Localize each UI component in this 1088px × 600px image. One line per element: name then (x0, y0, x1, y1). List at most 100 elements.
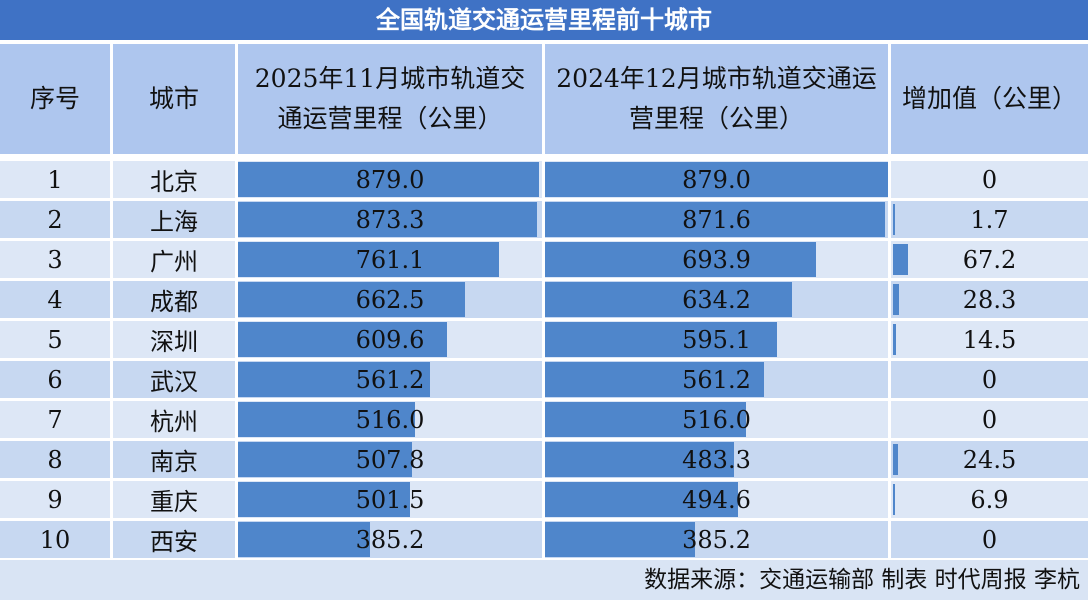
bar-increase (893, 324, 897, 355)
value-2024: 483.3 (682, 445, 751, 474)
value-2024: 561.2 (682, 365, 751, 394)
rank-cell: 10 (0, 521, 110, 558)
header-rank: 序号 (0, 44, 110, 154)
bar-2025 (238, 402, 415, 437)
bar-2024 (545, 202, 886, 237)
value-2024: 385.2 (682, 525, 751, 554)
bar-2025 (238, 242, 499, 277)
value-2025: 761.1 (355, 245, 425, 274)
cell-increase-bg (891, 321, 1088, 358)
value-2024: 516.0 (682, 405, 751, 434)
bar-increase (893, 204, 895, 235)
bar-increase (893, 244, 909, 275)
city-cell: 杭州 (113, 401, 235, 438)
bar-2024 (545, 402, 747, 437)
city-cell: 西安 (113, 521, 235, 558)
cell-increase-bg (891, 521, 1088, 558)
bar-2024 (545, 242, 816, 277)
value-2025: 516.0 (355, 405, 425, 434)
cell-increase-bg (891, 281, 1088, 318)
bar-2024 (545, 442, 734, 477)
value-increase: 24.5 (962, 445, 1017, 474)
header-2025-line-2: 通运营里程（公里） (277, 104, 503, 133)
cell-increase-bg (891, 201, 1088, 238)
bar-2024 (545, 282, 793, 317)
value-increase: 0 (981, 405, 998, 434)
value-2025: 507.8 (355, 445, 425, 474)
rank-cell: 1 (0, 161, 110, 198)
value-2024: 494.6 (682, 485, 751, 514)
header-2025: 2025年11月城市轨道交 通运营里程（公里） (238, 44, 542, 154)
city-cell: 北京 (113, 161, 235, 198)
table-title: 全国轨道交通运营里程前十城市 (0, 0, 1088, 40)
rank-cell: 4 (0, 281, 110, 318)
bar-2024 (545, 362, 764, 397)
cell-increase-bg (891, 161, 1088, 198)
value-2024: 879.0 (682, 165, 751, 194)
value-2025: 873.3 (355, 205, 425, 234)
value-2025: 609.6 (355, 325, 425, 354)
value-2024: 634.2 (682, 285, 751, 314)
value-increase: 0 (981, 525, 998, 554)
bar-2024 (545, 482, 738, 517)
header-city-label: 城市 (148, 84, 199, 113)
cell-increase-bg (891, 441, 1088, 478)
value-increase: 1.7 (970, 205, 1009, 234)
cell-increase-bg (891, 241, 1088, 278)
header-rank-label: 序号 (29, 84, 80, 113)
bar-2024 (545, 522, 696, 557)
city-cell: 上海 (113, 201, 235, 238)
header-increase: 增加值（公里） (891, 44, 1088, 154)
bar-2024 (545, 162, 888, 197)
bar-2025 (238, 282, 465, 317)
bar-2025 (238, 162, 539, 197)
value-2025: 879.0 (355, 165, 425, 194)
rank-cell: 7 (0, 401, 110, 438)
header-2024-line-2: 营里程（公里） (628, 104, 804, 133)
city-cell: 成都 (113, 281, 235, 318)
value-2024: 871.6 (682, 205, 751, 234)
value-increase: 0 (981, 365, 998, 394)
cell-increase-bg (891, 481, 1088, 518)
rank-cell: 8 (0, 441, 110, 478)
city-cell: 重庆 (113, 481, 235, 518)
value-2025: 385.2 (355, 525, 425, 554)
value-2025: 501.5 (355, 485, 425, 514)
bar-increase (893, 284, 900, 315)
bar-2025 (238, 202, 538, 237)
rank-cell: 3 (0, 241, 110, 278)
value-2025: 662.5 (355, 285, 425, 314)
header-2024: 2024年12月城市轨道交通运 营里程（公里） (545, 44, 888, 154)
rank-cell: 2 (0, 201, 110, 238)
cell-increase-bg (891, 361, 1088, 398)
value-2025: 561.2 (355, 365, 425, 394)
bar-increase (893, 444, 899, 475)
header-2024-line-1: 2024年12月城市轨道交通运 (556, 64, 877, 93)
bar-2025 (238, 322, 447, 357)
value-increase: 67.2 (962, 245, 1017, 274)
bar-2025 (238, 362, 431, 397)
value-increase: 6.9 (970, 485, 1009, 514)
city-cell: 武汉 (113, 361, 235, 398)
rank-cell: 6 (0, 361, 110, 398)
value-2024: 595.1 (682, 325, 751, 354)
cell-increase-bg (891, 401, 1088, 438)
value-increase: 28.3 (962, 285, 1017, 314)
header-2025-line-1: 2025年11月城市轨道交 (254, 64, 526, 93)
city-cell: 深圳 (113, 321, 235, 358)
bar-2025 (238, 482, 410, 517)
value-increase: 0 (981, 165, 998, 194)
value-increase: 14.5 (962, 325, 1017, 354)
value-2024: 693.9 (682, 245, 751, 274)
bar-2025 (238, 442, 412, 477)
city-cell: 广州 (113, 241, 235, 278)
header-increase-label: 增加值（公里） (901, 84, 1077, 113)
source-footer: 数据来源：交通运输部 制表 时代周报 李杭 (0, 560, 1088, 600)
rank-cell: 9 (0, 481, 110, 518)
bar-2025 (238, 522, 370, 557)
city-cell: 南京 (113, 441, 235, 478)
bar-increase (893, 484, 895, 515)
bar-2024 (545, 322, 778, 357)
header-city: 城市 (113, 44, 235, 154)
